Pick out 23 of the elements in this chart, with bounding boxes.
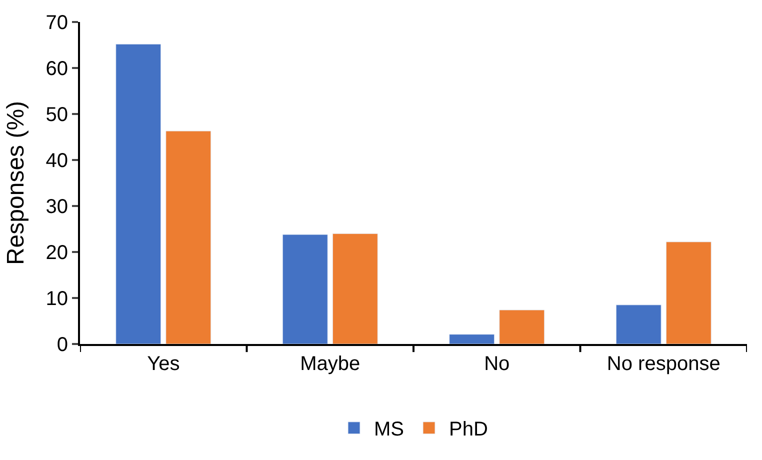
bar xyxy=(282,234,328,344)
y-tick-label: 70 xyxy=(46,12,68,34)
y-tick-label: 50 xyxy=(46,104,68,126)
x-tick-label: Yes xyxy=(147,353,180,375)
y-tick-label: 0 xyxy=(56,334,68,356)
bar xyxy=(499,310,545,344)
y-tick-label: 20 xyxy=(46,242,68,264)
y-tick-label: 10 xyxy=(46,288,68,310)
bar xyxy=(616,304,662,344)
x-tick-label: No response xyxy=(606,353,720,375)
y-tick-label: 60 xyxy=(46,58,68,80)
bar xyxy=(332,233,378,344)
x-tick-label: Maybe xyxy=(300,353,360,375)
bar xyxy=(166,130,212,344)
legend-label: MS xyxy=(374,418,404,441)
y-axis-title: Responses (%) xyxy=(2,100,30,266)
bar xyxy=(666,242,712,344)
bar xyxy=(116,44,162,344)
y-tick-label: 30 xyxy=(46,196,68,218)
legend-label: PhD xyxy=(449,418,488,441)
bar xyxy=(449,334,495,344)
x-tick-label: No xyxy=(484,353,510,375)
y-tick-label: 40 xyxy=(46,150,68,172)
